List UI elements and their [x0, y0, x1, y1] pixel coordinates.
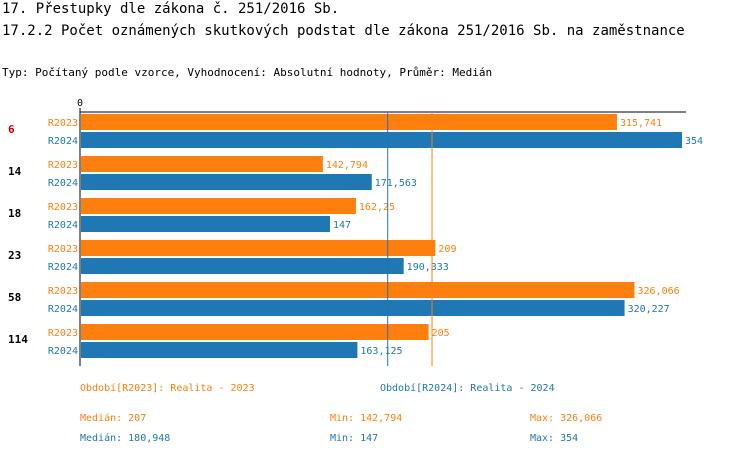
category-label: 14 — [8, 165, 22, 178]
series-row-label: R2023 — [48, 328, 78, 339]
data-label: 147 — [333, 220, 351, 231]
bar — [81, 216, 330, 232]
data-label: 315,741 — [620, 118, 662, 129]
bar — [81, 156, 323, 172]
series-row-label: R2023 — [48, 160, 78, 171]
category-label: 114 — [8, 333, 28, 346]
bar — [81, 198, 356, 214]
category-label: 58 — [8, 291, 21, 304]
series-row-label: R2024 — [48, 136, 78, 147]
stat-median: Medián: 180,948 — [80, 432, 170, 444]
chart-meta-info: Typ: Počítaný podle vzorce, Vyhodnocení:… — [2, 66, 493, 79]
category-label: 18 — [8, 207, 21, 220]
bar — [81, 174, 372, 190]
series-row-label: R2023 — [48, 118, 78, 129]
category-label: 6 — [8, 123, 15, 136]
category-label: 23 — [8, 249, 21, 262]
series-row-label: R2023 — [48, 244, 78, 255]
stat-median: Medián: 207 — [80, 412, 146, 424]
series-row-label: R2023 — [48, 202, 78, 213]
bar — [81, 114, 617, 130]
data-label: 163,125 — [360, 346, 402, 357]
data-label: 162,25 — [359, 202, 395, 213]
data-label: 142,794 — [326, 160, 368, 171]
series-row-label: R2024 — [48, 304, 78, 315]
bar — [81, 300, 625, 316]
series-row-label: R2024 — [48, 178, 78, 189]
bar — [81, 132, 682, 148]
stat-min: Min: 142,794 — [330, 413, 402, 424]
bar — [81, 258, 404, 274]
data-label: 320,227 — [628, 304, 670, 315]
stat-max: Max: 326,066 — [530, 413, 602, 424]
legend-entry: Období[R2023]: Realita - 2023 — [80, 382, 255, 394]
bar — [81, 324, 429, 340]
bar — [81, 342, 358, 358]
data-label: 326,066 — [637, 286, 679, 297]
series-row-label: R2024 — [48, 220, 78, 231]
data-label: 354 — [685, 136, 703, 147]
data-label: 171,563 — [375, 178, 417, 189]
series-row-label: R2023 — [48, 286, 78, 297]
chart-subtitle: 17.2.2 Počet oznámených skutkových podst… — [2, 23, 685, 39]
series-row-label: R2024 — [48, 346, 78, 357]
x-axis-tick-label: 0 — [77, 98, 83, 109]
bar — [81, 240, 436, 256]
chart-title: 17. Přestupky dle zákona č. 251/2016 Sb. — [2, 1, 340, 17]
bar — [81, 282, 635, 298]
legend-entry: Období[R2024]: Realita - 2024 — [380, 382, 555, 394]
data-label: 205 — [432, 328, 450, 339]
data-label: 209 — [438, 244, 456, 255]
series-row-label: R2024 — [48, 262, 78, 273]
stat-max: Max: 354 — [530, 433, 578, 444]
stat-min: Min: 147 — [330, 433, 378, 444]
data-label: 190,333 — [407, 262, 449, 273]
